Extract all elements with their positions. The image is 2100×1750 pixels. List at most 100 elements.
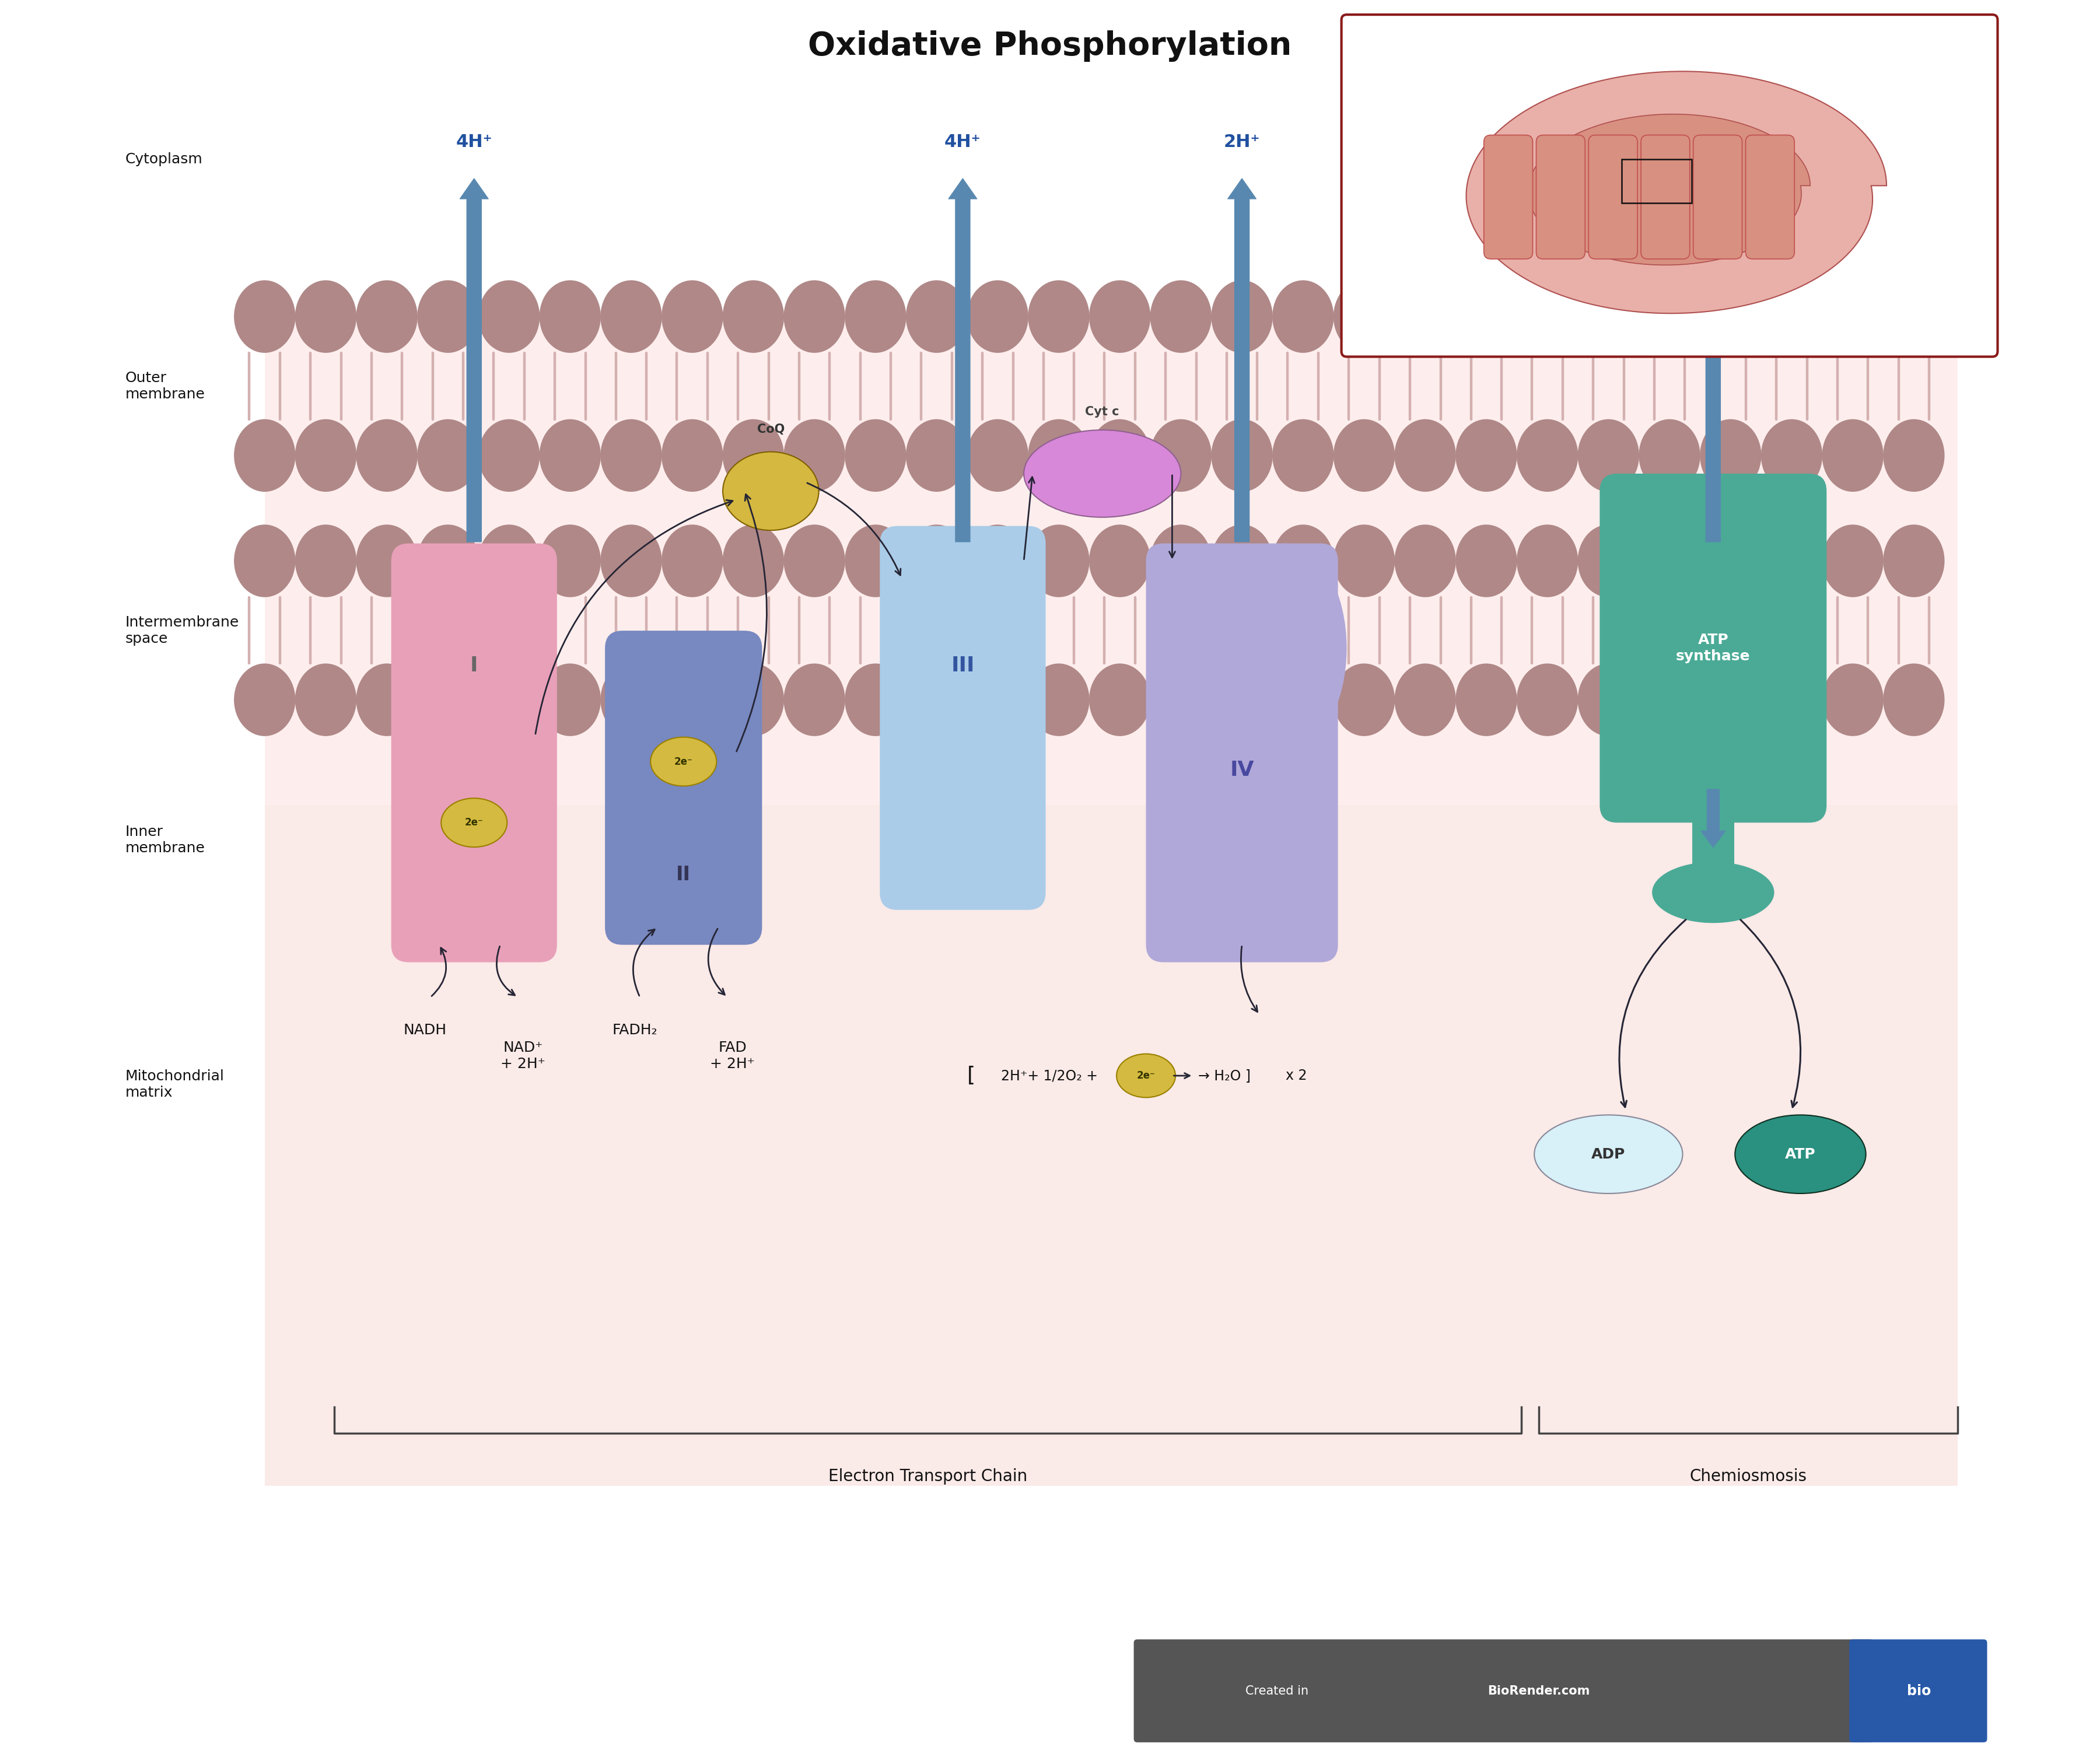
Text: II: II [676, 864, 691, 884]
Ellipse shape [1516, 525, 1577, 597]
Ellipse shape [1117, 1054, 1176, 1097]
Ellipse shape [1762, 525, 1823, 597]
Bar [265, 805, 1957, 1486]
Ellipse shape [844, 663, 907, 737]
Ellipse shape [1025, 430, 1180, 518]
Ellipse shape [1273, 663, 1334, 737]
Ellipse shape [1653, 863, 1774, 922]
Ellipse shape [966, 420, 1029, 492]
Ellipse shape [1029, 525, 1090, 597]
Ellipse shape [783, 420, 844, 492]
Ellipse shape [1455, 525, 1516, 597]
Ellipse shape [662, 420, 722, 492]
Ellipse shape [479, 280, 540, 354]
FancyBboxPatch shape [605, 630, 762, 945]
Ellipse shape [296, 663, 357, 737]
Text: Intermembrane
space: Intermembrane space [126, 616, 239, 646]
Ellipse shape [296, 280, 357, 354]
Text: NADH: NADH [403, 1024, 447, 1038]
Ellipse shape [1735, 1115, 1867, 1194]
Ellipse shape [966, 525, 1029, 597]
Text: 2e⁻: 2e⁻ [464, 817, 483, 828]
Text: nH⁺: nH⁺ [1695, 133, 1732, 150]
Ellipse shape [540, 420, 601, 492]
Ellipse shape [1334, 525, 1394, 597]
Ellipse shape [1151, 420, 1212, 492]
Ellipse shape [1699, 525, 1762, 597]
Ellipse shape [1699, 280, 1762, 354]
Ellipse shape [1884, 663, 1945, 737]
Ellipse shape [1884, 280, 1945, 354]
FancyBboxPatch shape [1640, 135, 1690, 259]
Ellipse shape [233, 280, 296, 354]
Ellipse shape [1090, 280, 1151, 354]
Text: FADH₂: FADH₂ [611, 1024, 657, 1038]
Ellipse shape [418, 420, 479, 492]
Ellipse shape [905, 280, 968, 354]
Ellipse shape [1577, 525, 1640, 597]
Ellipse shape [1638, 525, 1701, 597]
Ellipse shape [601, 420, 662, 492]
Text: ATP
synthase: ATP synthase [1676, 634, 1749, 663]
Ellipse shape [722, 280, 783, 354]
FancyBboxPatch shape [1537, 135, 1586, 259]
Text: Cyt c: Cyt c [1086, 406, 1119, 418]
Ellipse shape [783, 525, 844, 597]
Text: ATP: ATP [1785, 1148, 1817, 1162]
Ellipse shape [1090, 420, 1151, 492]
Text: Outer
membrane: Outer membrane [126, 371, 206, 401]
Ellipse shape [662, 525, 722, 597]
Ellipse shape [1334, 663, 1394, 737]
Ellipse shape [1699, 420, 1762, 492]
Ellipse shape [1884, 420, 1945, 492]
Text: [: [ [968, 1066, 977, 1085]
Ellipse shape [662, 280, 722, 354]
Ellipse shape [905, 420, 968, 492]
Ellipse shape [441, 798, 506, 847]
Text: III: III [951, 656, 974, 676]
Text: 2H⁺+ 1/2O₂ +: 2H⁺+ 1/2O₂ + [1002, 1069, 1098, 1083]
Ellipse shape [1455, 280, 1516, 354]
Ellipse shape [722, 663, 783, 737]
Ellipse shape [966, 663, 1029, 737]
Ellipse shape [1273, 280, 1334, 354]
Ellipse shape [296, 525, 357, 597]
Text: 4H⁺: 4H⁺ [456, 133, 491, 150]
Ellipse shape [1273, 420, 1334, 492]
Ellipse shape [1577, 663, 1640, 737]
Ellipse shape [1455, 663, 1516, 737]
FancyBboxPatch shape [880, 527, 1046, 910]
Text: Oxidative Phosphorylation: Oxidative Phosphorylation [808, 30, 1292, 61]
Ellipse shape [1394, 663, 1455, 737]
Ellipse shape [1762, 420, 1823, 492]
Ellipse shape [722, 420, 783, 492]
Ellipse shape [601, 663, 662, 737]
Text: I: I [470, 656, 479, 676]
Ellipse shape [1699, 663, 1762, 737]
Ellipse shape [296, 420, 357, 492]
Ellipse shape [1090, 663, 1151, 737]
Ellipse shape [1029, 280, 1090, 354]
FancyBboxPatch shape [1147, 544, 1338, 963]
Text: Electron Transport Chain: Electron Transport Chain [827, 1468, 1027, 1484]
Ellipse shape [418, 663, 479, 737]
Ellipse shape [1516, 280, 1577, 354]
Ellipse shape [1638, 420, 1701, 492]
Ellipse shape [357, 420, 418, 492]
FancyBboxPatch shape [391, 544, 556, 963]
Ellipse shape [1638, 663, 1701, 737]
Text: NAD⁺
+ 2H⁺: NAD⁺ + 2H⁺ [500, 1041, 546, 1071]
Ellipse shape [418, 525, 479, 597]
FancyBboxPatch shape [1693, 135, 1743, 259]
Ellipse shape [1823, 280, 1884, 354]
Ellipse shape [233, 420, 296, 492]
Ellipse shape [1762, 280, 1823, 354]
Ellipse shape [1823, 663, 1884, 737]
Ellipse shape [1029, 420, 1090, 492]
Text: bio: bio [1907, 1684, 1932, 1698]
Ellipse shape [844, 525, 907, 597]
Ellipse shape [722, 452, 819, 530]
Ellipse shape [1151, 525, 1212, 597]
FancyBboxPatch shape [1342, 14, 1997, 357]
Ellipse shape [479, 420, 540, 492]
